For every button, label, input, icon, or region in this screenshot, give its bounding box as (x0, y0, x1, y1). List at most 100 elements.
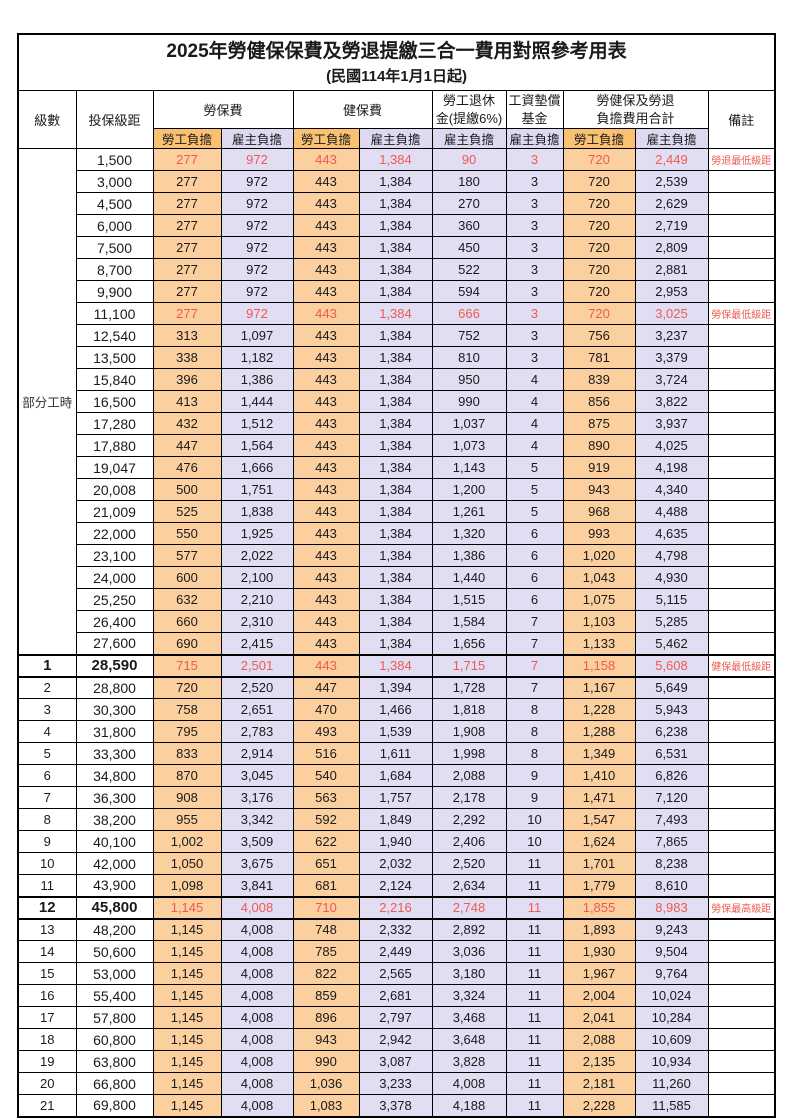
total-employer-cell: 4,798 (634, 544, 709, 567)
remark-cell (707, 764, 776, 787)
table-row: 2 28,800 720 2,520 447 1,394 1,728 7 1,167 5,649 (17, 676, 776, 699)
subheader-health-employer: 雇主負擔 (358, 128, 433, 149)
wage-fund-employer-cell: 4 (505, 390, 564, 413)
labor-employee-cell: 690 (152, 632, 222, 655)
bracket-cell: 34,800 (75, 764, 154, 787)
page-subtitle: (民國114年1月1日起) (326, 67, 467, 85)
labor-employee-cell: 1,145 (152, 918, 222, 941)
labor-employee-cell: 396 (152, 368, 222, 391)
remark-cell (707, 1028, 776, 1051)
total-employee-cell: 720 (562, 214, 636, 237)
health-employer-cell: 1,384 (358, 236, 433, 259)
labor-employee-cell: 338 (152, 346, 222, 369)
total-employer-cell: 7,120 (634, 786, 709, 809)
health-employer-cell: 3,087 (358, 1050, 433, 1073)
health-employer-cell: 1,384 (358, 632, 433, 655)
wage-fund-employer-cell: 11 (505, 1050, 564, 1073)
total-employer-cell: 7,493 (634, 808, 709, 831)
remark-cell: 健保最低級距 (707, 653, 776, 678)
wage-fund-employer-cell: 3 (505, 324, 564, 347)
table-row: 7 36,300 908 3,176 563 1,757 2,178 9 1,471 7,120 (17, 786, 776, 809)
wage-fund-employer-cell: 11 (505, 1006, 564, 1029)
remark-cell (707, 368, 776, 391)
health-employer-cell: 2,216 (358, 895, 433, 920)
labor-employee-cell: 1,145 (152, 984, 222, 1007)
pension-header-line2: 金(提繳6%) (435, 110, 503, 126)
total-employee-cell: 720 (562, 236, 636, 259)
wage-fund-employer-cell: 10 (505, 830, 564, 853)
labor-employer-cell: 2,520 (220, 676, 294, 699)
wage-fund-employer-cell: 3 (505, 258, 564, 281)
level-cell: 16 (17, 984, 77, 1007)
labor-employee-cell: 955 (152, 808, 222, 831)
bracket-cell: 66,800 (75, 1072, 154, 1095)
total-employer-cell: 6,531 (634, 742, 709, 765)
pension-employer-cell: 2,406 (431, 830, 507, 853)
bracket-cell: 16,500 (75, 390, 154, 413)
health-employee-cell: 447 (292, 676, 360, 699)
col-header-remark: 備註 (707, 90, 776, 149)
total-employer-cell: 4,930 (634, 566, 709, 589)
labor-employee-cell: 447 (152, 434, 222, 457)
subheader-labor-employer: 雇主負擔 (220, 128, 294, 149)
level-cell: 6 (17, 764, 77, 787)
health-employer-cell: 1,384 (358, 214, 433, 237)
pension-employer-cell: 1,073 (431, 434, 507, 457)
labor-employer-cell: 972 (220, 236, 294, 259)
total-employer-cell: 5,462 (634, 632, 709, 655)
level-cell: 20 (17, 1072, 77, 1095)
bracket-cell: 8,700 (75, 258, 154, 281)
table-row: 23,100 577 2,022 443 1,384 1,386 6 1,020 4,798 (18, 544, 776, 567)
remark-cell (707, 544, 776, 567)
health-employee-cell: 443 (292, 148, 360, 171)
health-employer-cell: 1,384 (358, 566, 433, 589)
total-employer-cell: 11,260 (634, 1072, 709, 1095)
health-employee-cell: 443 (292, 192, 360, 215)
table-row: 19,047 476 1,666 443 1,384 1,143 5 919 4,198 (18, 456, 776, 479)
total-employer-cell: 2,719 (634, 214, 709, 237)
labor-employee-cell: 1,098 (152, 874, 222, 897)
total-employer-cell: 3,237 (634, 324, 709, 347)
wage-fund-employer-cell: 7 (505, 632, 564, 655)
labor-employer-cell: 1,838 (220, 500, 294, 523)
wage-fund-employer-cell: 9 (505, 764, 564, 787)
labor-employee-cell: 1,145 (152, 940, 222, 963)
health-employee-cell: 443 (292, 302, 360, 325)
labor-employee-cell: 500 (152, 478, 222, 501)
level-cell: 4 (17, 720, 77, 743)
health-employer-cell: 1,684 (358, 764, 433, 787)
health-employer-cell: 1,940 (358, 830, 433, 853)
labor-employee-cell: 277 (152, 236, 222, 259)
level-cell: 17 (17, 1006, 77, 1029)
labor-employee-cell: 550 (152, 522, 222, 545)
remark-cell (707, 808, 776, 831)
labor-employer-cell: 2,210 (220, 588, 294, 611)
health-employer-cell: 2,332 (358, 918, 433, 941)
health-employee-cell: 443 (292, 588, 360, 611)
health-employee-cell: 622 (292, 830, 360, 853)
remark-cell (707, 918, 776, 941)
wage-fund-employer-cell: 4 (505, 368, 564, 391)
bracket-cell: 57,800 (75, 1006, 154, 1029)
remark-cell (707, 632, 776, 655)
total-employee-cell: 720 (562, 258, 636, 281)
pension-employer-cell: 752 (431, 324, 507, 347)
total-employer-cell: 2,953 (634, 280, 709, 303)
labor-employer-cell: 1,564 (220, 434, 294, 457)
bracket-cell: 27,600 (75, 632, 154, 655)
health-employee-cell: 990 (292, 1050, 360, 1073)
total-employer-cell: 2,881 (634, 258, 709, 281)
bracket-cell: 36,300 (75, 786, 154, 809)
health-employee-cell: 443 (292, 324, 360, 347)
labor-employee-cell: 1,145 (152, 1094, 222, 1117)
labor-employer-cell: 2,651 (220, 698, 294, 721)
bracket-cell: 30,300 (75, 698, 154, 721)
bracket-cell: 19,047 (75, 456, 154, 479)
labor-employer-cell: 4,008 (220, 962, 294, 985)
total-employer-cell: 4,340 (634, 478, 709, 501)
labor-employer-cell: 972 (220, 302, 294, 325)
labor-employer-cell: 2,783 (220, 720, 294, 743)
bracket-cell: 40,100 (75, 830, 154, 853)
labor-employee-cell: 277 (152, 302, 222, 325)
health-employer-cell: 1,394 (358, 676, 433, 699)
